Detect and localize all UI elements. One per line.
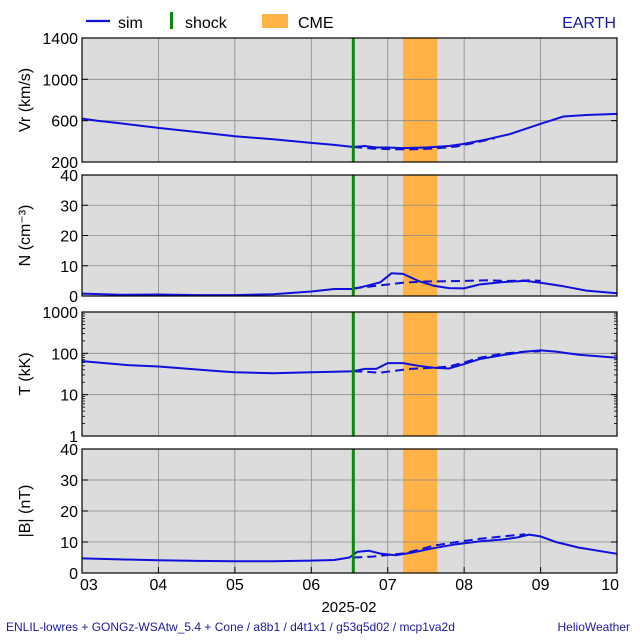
- x-tick-label: 04: [150, 577, 168, 594]
- brand-text: HelioWeather: [557, 620, 630, 634]
- legend-sim-label: sim: [118, 15, 143, 32]
- panel-t: 1 10 100 1000 T (kK): [17, 305, 618, 446]
- x-tick-label: 05: [226, 577, 244, 594]
- y-tick-label: 200: [51, 155, 78, 172]
- y-tick-label: 10: [60, 535, 78, 552]
- panel-frame: [81, 174, 618, 297]
- y-tick-label: 10: [60, 259, 78, 276]
- panel-frame: [81, 448, 618, 574]
- x-axis-label: 2025-02: [321, 599, 376, 616]
- y-axis-label: N (cm⁻³): [17, 205, 34, 267]
- panel-vr: 200 600 1000 1400 Vr (km/s): [17, 31, 618, 172]
- y-tick-label: 0: [69, 566, 78, 583]
- panel-n: 0 10 20 30 40 N (cm⁻³): [17, 168, 618, 306]
- x-tick-label: 10: [601, 577, 619, 594]
- y-tick-label: 10: [60, 388, 78, 405]
- y-tick-label: 1: [69, 429, 78, 446]
- location-label: EARTH: [562, 15, 616, 32]
- cme-band: [403, 38, 438, 162]
- x-tick-label: 03: [80, 577, 98, 594]
- y-tick-label: 40: [60, 168, 78, 185]
- y-tick-label: 40: [60, 442, 78, 459]
- y-axis-label: |B| (nT): [17, 485, 34, 538]
- y-tick-label: 0: [69, 289, 78, 306]
- panel-background: [82, 312, 617, 436]
- y-tick-label: 20: [60, 504, 78, 521]
- y-tick-label: 30: [60, 198, 78, 215]
- x-tick-label: 09: [532, 577, 550, 594]
- y-axis-label: T (kK): [17, 352, 34, 395]
- y-tick-label: 600: [51, 114, 78, 131]
- y-tick-label: 20: [60, 229, 78, 246]
- panel-background: [82, 38, 617, 162]
- y-tick-label: 30: [60, 473, 78, 490]
- series-line-sim: [81, 112, 618, 150]
- y-tick-label: 1000: [42, 72, 78, 89]
- x-tick-label: 08: [455, 577, 473, 594]
- y-axis-label: Vr (km/s): [17, 68, 34, 132]
- legend-cme-label: CME: [298, 15, 334, 32]
- series-line-dashed: [353, 533, 526, 559]
- panel-b: 0 10 20 30 40 |B| (nT): [17, 442, 618, 583]
- series-line-dashed: [353, 137, 495, 151]
- series-line-dashed: [353, 279, 541, 290]
- y-tick-label: 1000: [42, 305, 78, 322]
- x-axis: 03 04 05 06 07 08 09 10: [80, 567, 619, 594]
- legend-shock-label: shock: [185, 15, 228, 32]
- model-info-text: ENLIL-lowres + GONGz-WSAtw_5.4 + Cone / …: [6, 620, 455, 634]
- series-line-dashed: [353, 350, 541, 374]
- y-tick-label: 100: [51, 346, 78, 363]
- legend-cme-swatch: [262, 14, 288, 28]
- panel-frame: [81, 37, 618, 163]
- y-tick-label: 1400: [42, 31, 78, 48]
- x-tick-label: 07: [379, 577, 397, 594]
- panel-frame: [81, 311, 618, 437]
- x-tick-label: 06: [302, 577, 320, 594]
- legend: sim shock CME EARTH: [86, 12, 616, 32]
- cme-band: [403, 312, 438, 436]
- legend-shock-swatch: [170, 12, 173, 29]
